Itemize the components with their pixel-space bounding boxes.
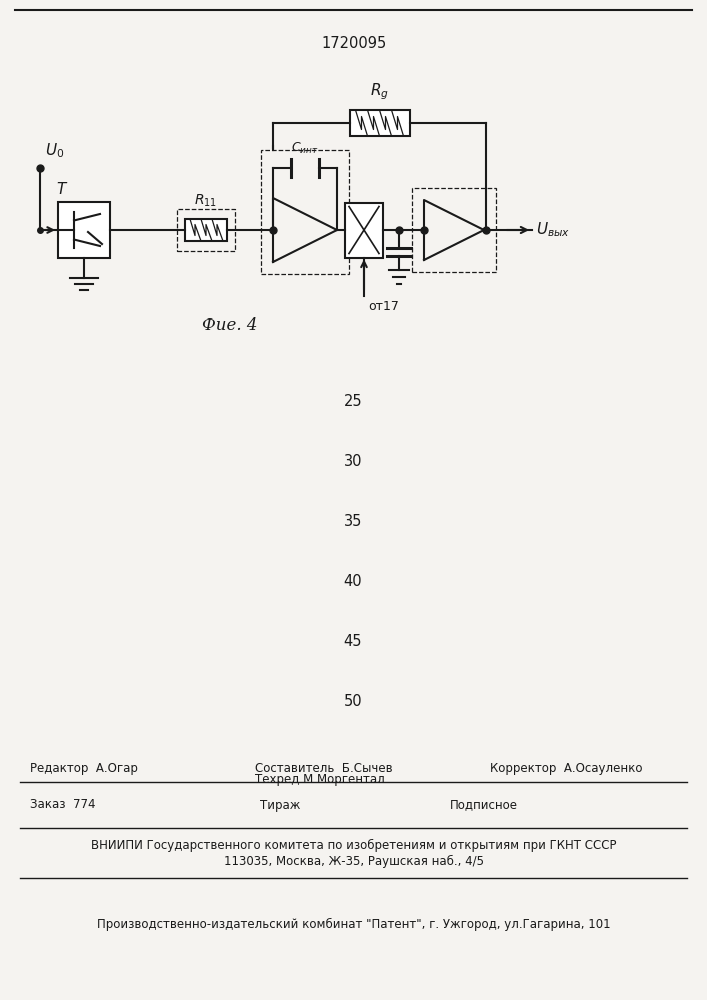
Text: Техред М.Моргентал: Техред М.Моргентал: [255, 774, 385, 786]
Text: от17: от17: [368, 300, 399, 312]
Text: $C_{инт}$: $C_{инт}$: [291, 141, 319, 156]
Bar: [58, 202, 110, 258]
Text: Подписное: Подписное: [450, 798, 518, 812]
Text: 113035, Москва, Ж-35, Раушская наб., 4/5: 113035, Москва, Ж-35, Раушская наб., 4/5: [224, 854, 484, 868]
Text: 50: 50: [344, 694, 362, 710]
Bar: [349, 110, 409, 136]
Text: Заказ  774: Заказ 774: [30, 798, 95, 812]
Text: 25: 25: [344, 394, 362, 410]
Text: $R_g$: $R_g$: [370, 81, 389, 102]
Text: 35: 35: [344, 514, 362, 530]
Text: Редактор  А.Огар: Редактор А.Огар: [30, 762, 138, 775]
Text: 40: 40: [344, 574, 362, 589]
Text: Составитель  Б.Сычев: Составитель Б.Сычев: [255, 762, 392, 774]
Text: $R_{11}$: $R_{11}$: [194, 193, 218, 209]
Text: ВНИИПИ Государственного комитета по изобретениям и открытиям при ГКНТ СССР: ВНИИПИ Государственного комитета по изоб…: [91, 838, 617, 852]
Text: T: T: [56, 182, 65, 197]
Bar: [412, 188, 496, 272]
Text: Тираж: Тираж: [260, 798, 300, 812]
Text: $U_0$: $U_0$: [45, 141, 64, 160]
Text: 30: 30: [344, 454, 362, 470]
Bar: [345, 202, 383, 257]
Text: Корректор  А.Осауленко: Корректор А.Осауленко: [490, 762, 643, 775]
Text: Производственно-издательский комбинат "Патент", г. Ужгород, ул.Гагарина, 101: Производственно-издательский комбинат "П…: [97, 917, 611, 931]
Text: $U_{вых}$: $U_{вых}$: [536, 221, 571, 239]
Text: Фие. 4: Фие. 4: [202, 316, 258, 334]
Bar: [185, 219, 227, 241]
Bar: [177, 209, 235, 251]
Bar: [261, 150, 349, 274]
Text: 1720095: 1720095: [322, 35, 387, 50]
Text: 45: 45: [344, 635, 362, 650]
